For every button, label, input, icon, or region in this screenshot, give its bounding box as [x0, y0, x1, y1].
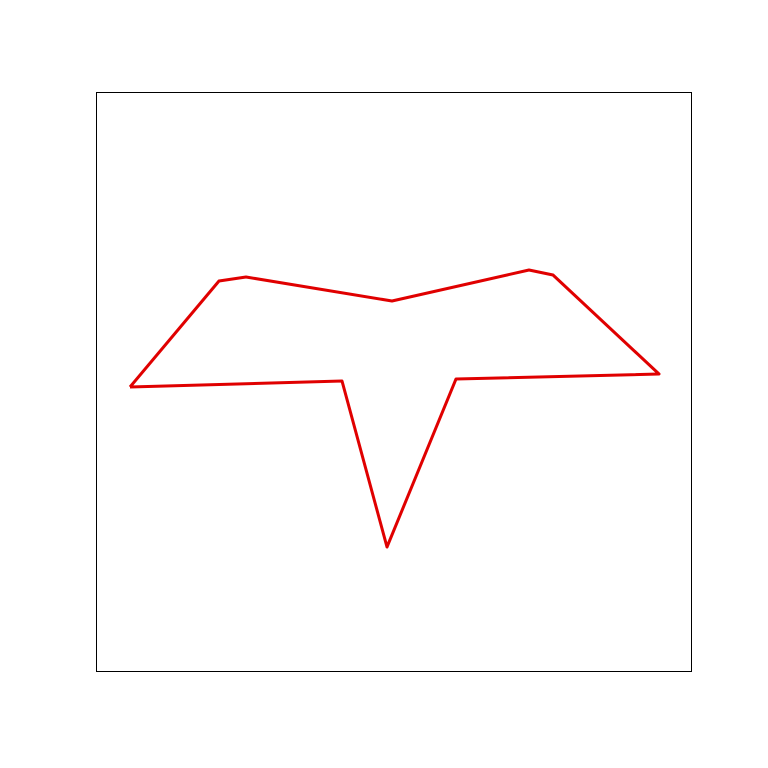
shape-outline	[128, 268, 661, 549]
plot-frame	[96, 92, 692, 672]
